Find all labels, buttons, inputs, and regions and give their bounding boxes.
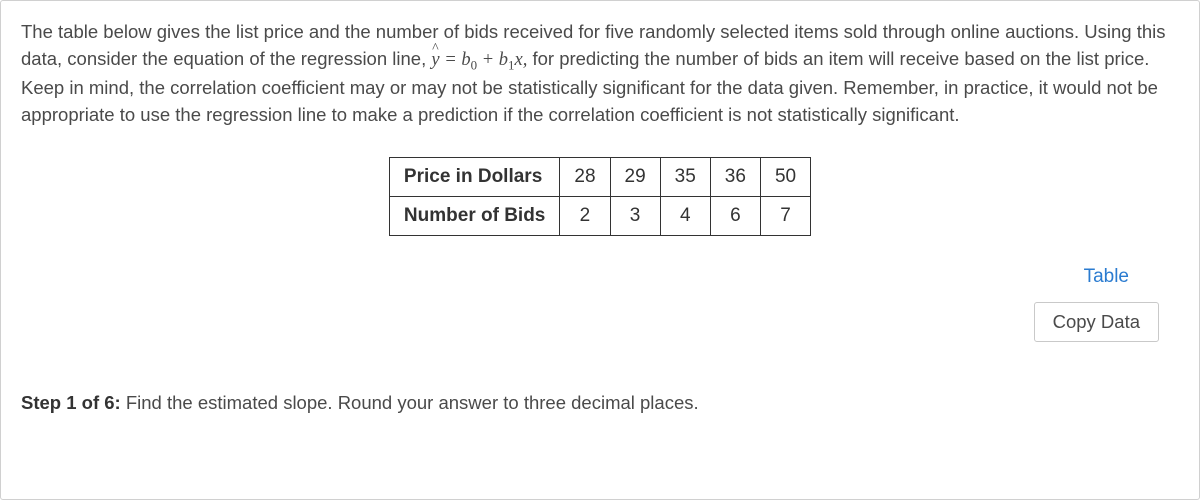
row-header-price: Price in Dollars — [389, 157, 559, 196]
data-table: Price in Dollars 28 29 35 36 50 Number o… — [389, 157, 811, 236]
actions-area: Table Copy Data — [21, 266, 1159, 342]
step-label: Step 1 of 6: — [21, 392, 121, 413]
table-row: Price in Dollars 28 29 35 36 50 — [389, 157, 810, 196]
table-cell: 28 — [560, 157, 610, 196]
copy-data-button[interactable]: Copy Data — [1034, 302, 1159, 342]
prompt-text: The table below gives the list price and… — [21, 19, 1179, 129]
table-row: Number of Bids 2 3 4 6 7 — [389, 196, 810, 235]
table-cell: 3 — [610, 196, 660, 235]
table-cell: 50 — [760, 157, 810, 196]
table-cell: 7 — [760, 196, 810, 235]
y-hat: ^y — [431, 47, 439, 74]
row-header-bids: Number of Bids — [389, 196, 559, 235]
table-link[interactable]: Table — [21, 266, 1159, 288]
table-cell: 6 — [710, 196, 760, 235]
table-cell: 4 — [660, 196, 710, 235]
step-instruction: Step 1 of 6: Find the estimated slope. R… — [21, 392, 1179, 414]
hat-symbol: ^ — [432, 39, 439, 59]
question-container: The table below gives the list price and… — [0, 0, 1200, 500]
table-cell: 2 — [560, 196, 610, 235]
table-cell: 36 — [710, 157, 760, 196]
step-text: Find the estimated slope. Round your ans… — [121, 392, 699, 413]
regression-equation: ^y = b0 + b1x, — [431, 50, 527, 70]
table-cell: 35 — [660, 157, 710, 196]
table-cell: 29 — [610, 157, 660, 196]
